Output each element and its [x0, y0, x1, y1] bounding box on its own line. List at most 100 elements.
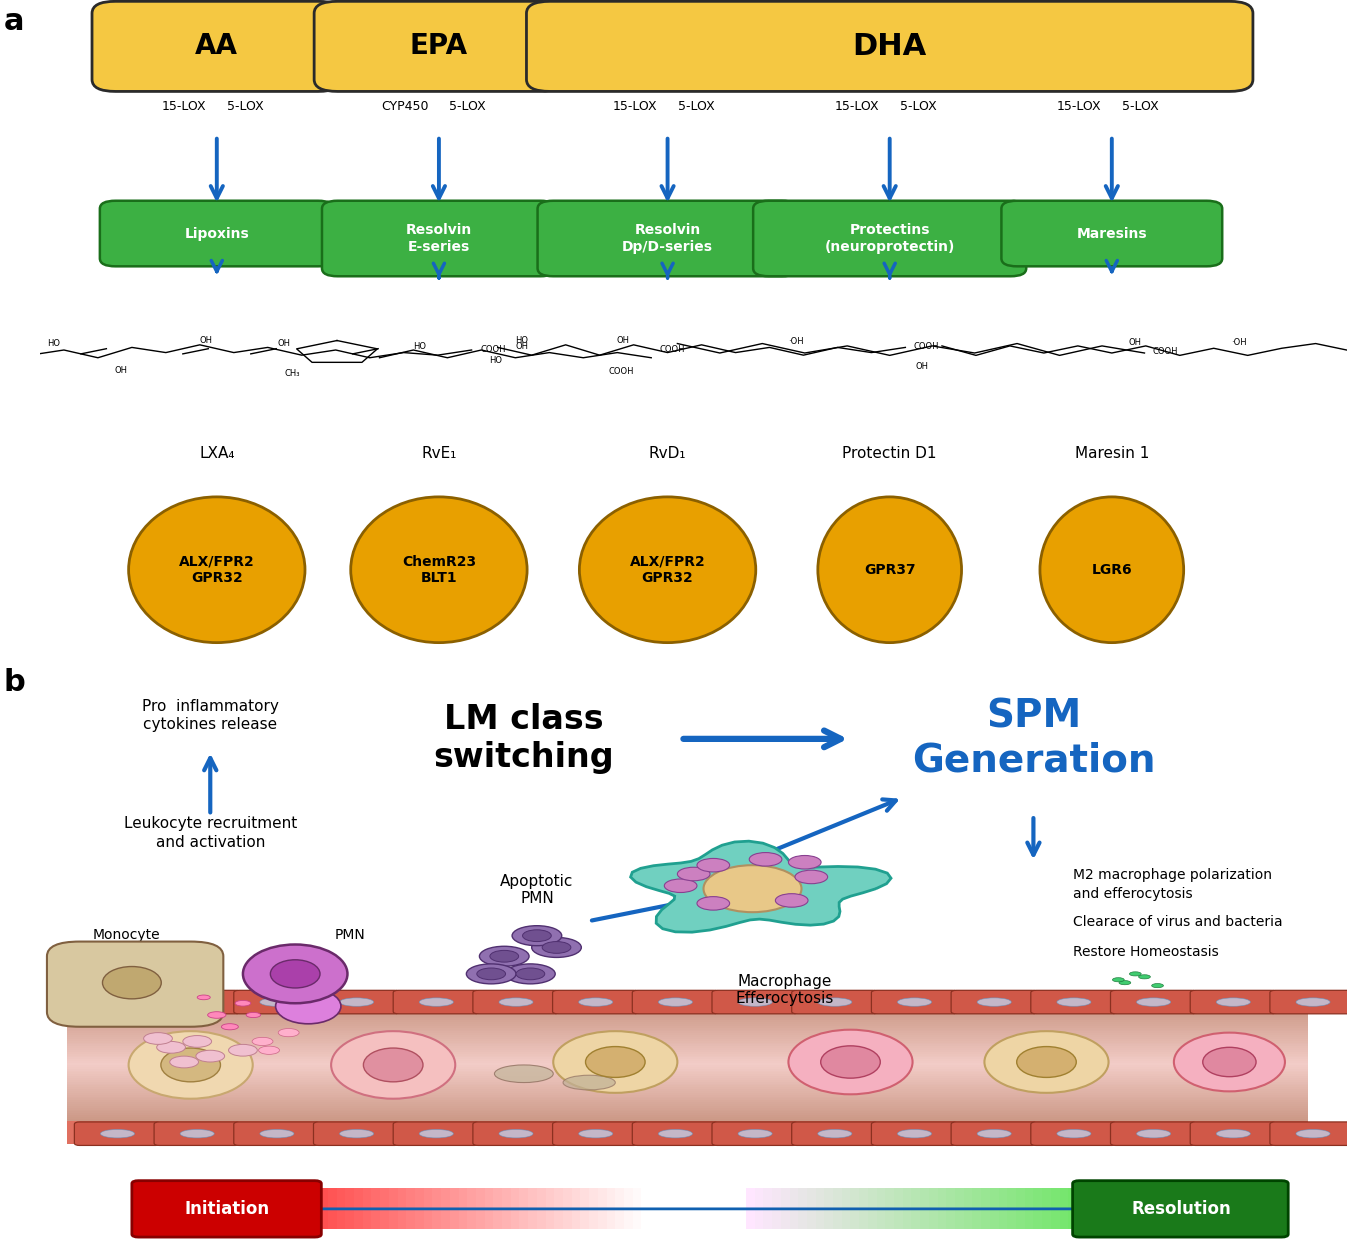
Bar	[66, 1055, 1308, 1058]
Bar	[66, 1072, 1308, 1076]
Ellipse shape	[279, 1029, 299, 1036]
Text: ALX/FPR2
GPR32: ALX/FPR2 GPR32	[179, 555, 255, 585]
Bar	[781, 1189, 792, 1230]
Bar	[66, 1099, 1308, 1102]
Bar	[920, 1189, 932, 1230]
FancyBboxPatch shape	[1191, 1122, 1277, 1145]
FancyBboxPatch shape	[314, 990, 400, 1014]
Bar	[624, 1189, 636, 1230]
Text: Resolution: Resolution	[1131, 1200, 1231, 1218]
Text: Macrophage
Efferocytosis: Macrophage Efferocytosis	[735, 974, 834, 1006]
Bar	[1068, 1189, 1079, 1230]
Bar	[563, 1189, 574, 1230]
Bar	[232, 1189, 244, 1230]
Ellipse shape	[183, 1035, 211, 1048]
Bar	[249, 1189, 261, 1230]
Ellipse shape	[977, 998, 1012, 1006]
Bar	[66, 1095, 1308, 1099]
Ellipse shape	[579, 998, 613, 1006]
Ellipse shape	[1057, 1130, 1091, 1138]
Text: M2 macrophage polarization
and efferocytosis: M2 macrophage polarization and efferocyt…	[1072, 867, 1272, 900]
Bar	[66, 1079, 1308, 1081]
Ellipse shape	[236, 1000, 251, 1006]
FancyBboxPatch shape	[1072, 1181, 1288, 1238]
Bar	[1033, 1189, 1045, 1230]
Text: 5-LOX: 5-LOX	[1122, 100, 1158, 112]
Bar	[66, 1025, 1308, 1028]
FancyBboxPatch shape	[552, 1122, 638, 1145]
Bar	[729, 1189, 740, 1230]
FancyBboxPatch shape	[154, 990, 240, 1014]
FancyBboxPatch shape	[322, 201, 556, 276]
FancyBboxPatch shape	[713, 1122, 799, 1145]
Bar	[66, 1011, 1308, 1015]
Text: HO: HO	[515, 336, 528, 345]
Bar	[66, 1109, 1308, 1111]
Bar	[1016, 1189, 1028, 1230]
Ellipse shape	[659, 998, 692, 1006]
Ellipse shape	[466, 964, 516, 984]
Ellipse shape	[1173, 1032, 1285, 1091]
Text: OH: OH	[1129, 338, 1142, 346]
Text: b: b	[4, 669, 26, 698]
Text: COOH: COOH	[660, 345, 686, 355]
Ellipse shape	[818, 496, 962, 642]
Bar	[754, 1189, 766, 1230]
Bar	[1103, 1189, 1114, 1230]
Bar	[789, 1189, 801, 1230]
Ellipse shape	[339, 1130, 373, 1138]
Bar	[450, 1189, 461, 1230]
Bar	[66, 1029, 1308, 1031]
Bar	[276, 1189, 287, 1230]
Ellipse shape	[276, 989, 341, 1024]
FancyBboxPatch shape	[74, 990, 160, 1014]
Bar	[711, 1189, 722, 1230]
Text: 15-LOX: 15-LOX	[1057, 100, 1102, 112]
Bar	[1181, 1189, 1193, 1230]
FancyBboxPatch shape	[632, 990, 718, 1014]
Ellipse shape	[1017, 1046, 1076, 1078]
Ellipse shape	[252, 1038, 273, 1045]
Ellipse shape	[586, 1046, 645, 1078]
FancyBboxPatch shape	[792, 990, 878, 1014]
Bar	[502, 1189, 513, 1230]
Ellipse shape	[1203, 1048, 1255, 1076]
Bar	[66, 1017, 1308, 1020]
Ellipse shape	[229, 1044, 257, 1056]
Bar	[66, 1038, 1308, 1041]
Bar	[66, 1101, 1308, 1104]
Bar	[66, 1065, 1308, 1069]
FancyBboxPatch shape	[951, 990, 1037, 1014]
Ellipse shape	[1119, 981, 1130, 985]
Bar	[746, 1189, 757, 1230]
Ellipse shape	[350, 496, 527, 642]
Ellipse shape	[1138, 975, 1150, 979]
Bar	[66, 1059, 1308, 1061]
Text: PMN: PMN	[334, 928, 365, 941]
Ellipse shape	[1216, 998, 1250, 1006]
Bar	[807, 1189, 818, 1230]
Ellipse shape	[419, 1130, 454, 1138]
Bar	[66, 1019, 1308, 1022]
Ellipse shape	[1216, 1130, 1250, 1138]
Bar	[902, 1189, 915, 1230]
Ellipse shape	[158, 1000, 197, 1024]
Bar	[528, 1189, 540, 1230]
Bar	[1208, 1189, 1219, 1230]
FancyBboxPatch shape	[753, 201, 1026, 276]
Ellipse shape	[897, 1130, 932, 1138]
Ellipse shape	[776, 894, 808, 908]
Ellipse shape	[820, 1046, 881, 1079]
Text: CYP450: CYP450	[381, 100, 428, 112]
Bar	[66, 1048, 1308, 1050]
Ellipse shape	[1137, 1130, 1171, 1138]
Ellipse shape	[1152, 984, 1164, 988]
Bar	[1173, 1189, 1184, 1230]
Text: Resolvin
Dp/D-series: Resolvin Dp/D-series	[622, 224, 713, 254]
Text: ·OH: ·OH	[1231, 338, 1246, 346]
Ellipse shape	[1040, 496, 1184, 642]
Bar	[1025, 1189, 1036, 1230]
Ellipse shape	[480, 946, 529, 966]
Text: Leukocyte recruitment
and activation: Leukocyte recruitment and activation	[124, 816, 296, 850]
Text: Lipoxins: Lipoxins	[185, 226, 249, 240]
